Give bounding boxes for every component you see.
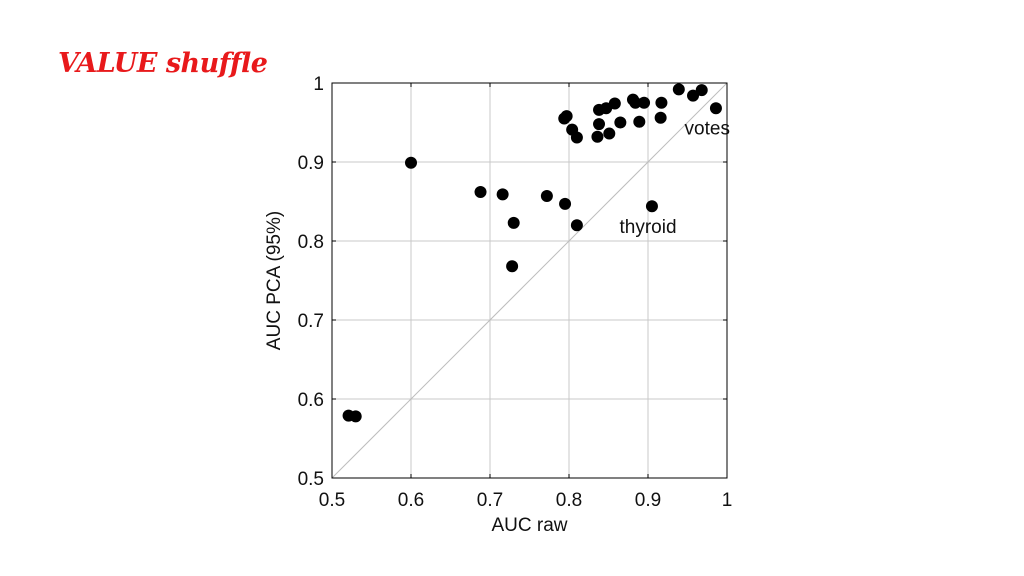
data-point bbox=[506, 260, 519, 273]
axis-ticks: 0.50.5 0.6 0.6 0.7 0.7 0.8 0.8 0.9 0.9 1 1 bbox=[298, 74, 733, 511]
data-point bbox=[570, 131, 583, 144]
data-point bbox=[560, 110, 573, 123]
data-point bbox=[638, 96, 651, 109]
data-point bbox=[405, 156, 417, 169]
y-tick-label: 1 bbox=[313, 74, 324, 95]
annotation-label: votes bbox=[685, 118, 730, 139]
x-tick-label: 0.7 bbox=[477, 490, 503, 511]
data-point bbox=[629, 96, 642, 109]
y-tick-label: 0.7 bbox=[298, 311, 324, 332]
data-points bbox=[342, 83, 722, 423]
x-tick-label: 0.8 bbox=[556, 490, 582, 511]
data-point bbox=[603, 127, 616, 140]
data-point bbox=[349, 410, 362, 423]
y-tick-label: 0.6 bbox=[298, 390, 324, 411]
annotations: votes thyroid bbox=[619, 118, 729, 238]
data-point bbox=[540, 189, 553, 202]
data-point bbox=[654, 111, 667, 124]
y-tick-label: 0.9 bbox=[298, 153, 324, 174]
data-point bbox=[695, 84, 708, 97]
data-point bbox=[593, 118, 606, 131]
data-point bbox=[614, 116, 627, 129]
x-tick-label: 1 bbox=[722, 490, 733, 511]
data-point bbox=[709, 102, 722, 115]
y-tick-label: 0.5 bbox=[298, 469, 324, 490]
data-point bbox=[672, 83, 685, 96]
y-tick-label: 0.8 bbox=[298, 232, 324, 253]
x-tick-label: 0.9 bbox=[635, 490, 661, 511]
data-point bbox=[608, 97, 621, 110]
data-point bbox=[507, 216, 520, 229]
annotation-label: thyroid bbox=[619, 217, 676, 238]
data-point bbox=[655, 96, 668, 109]
data-point bbox=[496, 188, 509, 201]
plot-frame bbox=[331, 82, 728, 479]
data-point bbox=[570, 219, 583, 232]
data-point bbox=[687, 89, 700, 102]
data-point bbox=[591, 130, 604, 143]
x-tick-label: 0.5 bbox=[319, 490, 345, 511]
data-point bbox=[474, 186, 487, 199]
reference-line bbox=[331, 82, 728, 479]
x-tick-label: 0.6 bbox=[398, 490, 424, 511]
slide-title: VALUE shuffle bbox=[58, 48, 268, 79]
data-point bbox=[633, 115, 646, 128]
x-axis-label: AUC raw bbox=[491, 515, 567, 536]
data-point bbox=[559, 197, 572, 210]
y-axis-label: AUC PCA (95%) bbox=[264, 211, 285, 350]
data-point bbox=[645, 200, 658, 213]
